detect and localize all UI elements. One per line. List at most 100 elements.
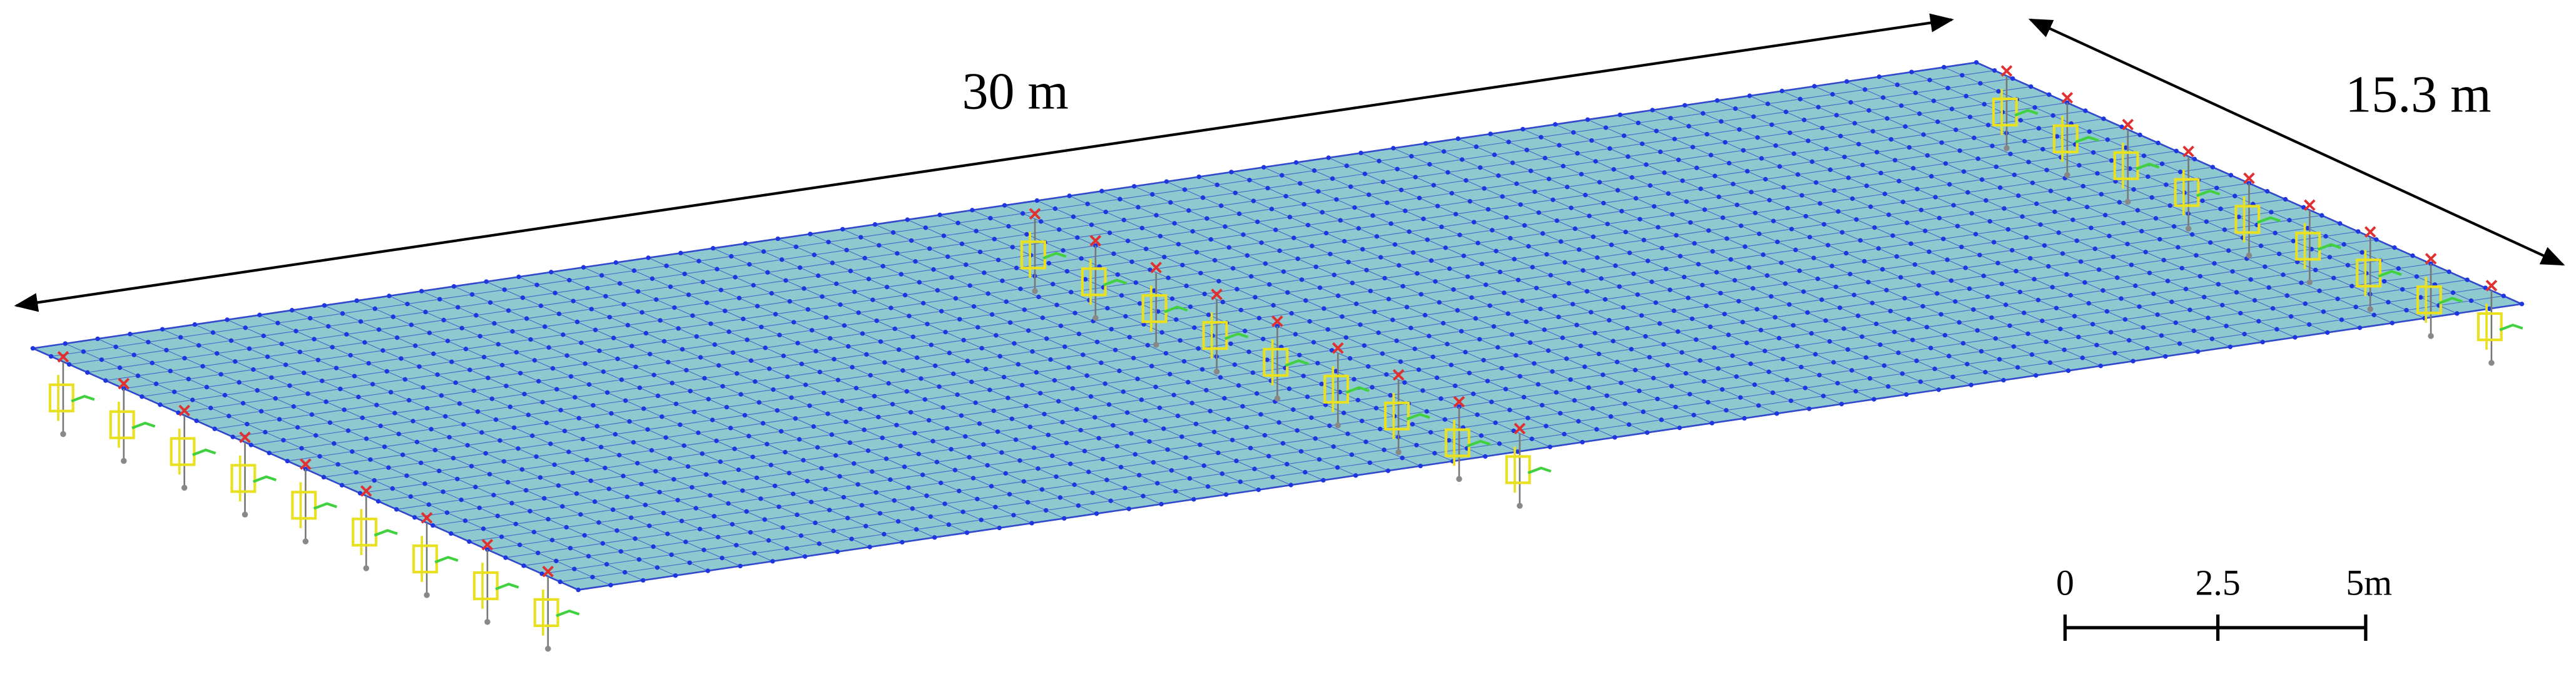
mesh-node: [2151, 291, 2156, 297]
mesh-node: [1311, 340, 1316, 345]
mesh-node: [1530, 265, 1535, 270]
mesh-node: [1009, 416, 1014, 421]
mesh-node: [1029, 521, 1034, 526]
support-fixity: [1271, 315, 1283, 327]
mesh-node: [574, 319, 580, 325]
mesh-node: [669, 552, 674, 558]
mesh-node: [1112, 347, 1118, 352]
mesh-node: [516, 446, 521, 451]
mesh-node: [1021, 479, 1026, 484]
mesh-node: [1761, 252, 1766, 257]
mesh-node: [313, 433, 318, 438]
mesh-node: [1650, 108, 1655, 113]
mesh-node: [1655, 396, 1660, 402]
mesh-node: [1957, 320, 1962, 325]
mesh-node: [1532, 361, 1537, 366]
mesh-node: [883, 456, 889, 461]
mesh-node: [1261, 336, 1266, 342]
mesh-node: [949, 447, 954, 452]
mesh-node: [1625, 325, 1630, 331]
mesh-node: [1667, 287, 1672, 292]
mesh-node: [1839, 401, 1844, 407]
mesh-node: [2038, 222, 2043, 227]
mesh-node: [648, 352, 653, 357]
mesh-node: [85, 370, 90, 375]
mesh-node: [561, 332, 566, 337]
mesh-node: [1521, 394, 1527, 400]
mesh-node: [2054, 305, 2059, 310]
mesh-node: [736, 295, 742, 300]
mesh-node: [1744, 168, 1750, 174]
mesh-node: [747, 262, 752, 267]
mesh-node: [664, 263, 669, 268]
mesh-node: [908, 410, 914, 415]
mesh-node: [550, 365, 556, 371]
mesh-node: [868, 373, 873, 378]
mesh-node: [1293, 332, 1298, 337]
mesh-node: [1051, 282, 1056, 287]
mesh-node: [1428, 258, 1434, 263]
mesh-node: [2092, 246, 2098, 252]
mesh-node: [2103, 213, 2108, 218]
mesh-node: [624, 494, 630, 499]
mesh-node: [708, 493, 713, 498]
mesh-node: [1948, 278, 1954, 283]
mesh-node: [961, 337, 966, 343]
support-fixity: [542, 566, 554, 578]
mesh-node: [281, 437, 286, 443]
mesh-node: [330, 345, 335, 350]
mesh-node: [1589, 138, 1594, 143]
mesh-node: [1066, 365, 1071, 370]
mesh-node: [1362, 171, 1368, 176]
mesh-node: [2089, 225, 2094, 230]
mesh-node: [813, 349, 818, 354]
mesh-node: [1061, 248, 1066, 253]
mesh-node: [681, 443, 686, 448]
mesh-node: [1540, 231, 1545, 236]
mesh-node: [863, 524, 868, 529]
mesh-node: [2013, 268, 2019, 273]
mesh-node: [1252, 466, 1257, 472]
mesh-node: [870, 297, 875, 302]
mesh-node: [1880, 95, 1886, 100]
scale-bar: 0 2.5 5m: [2056, 563, 2392, 641]
mesh-node: [1686, 295, 1691, 300]
mesh-node: [2015, 365, 2020, 370]
mesh-node: [2122, 317, 2128, 322]
mesh-node: [1639, 141, 1645, 146]
mesh-node: [2032, 277, 2037, 282]
mesh-node: [2117, 200, 2122, 205]
mesh-node: [1223, 224, 1228, 229]
mesh-node: [1497, 441, 1502, 446]
mesh-node: [1489, 399, 1494, 404]
mesh-node: [1743, 244, 1748, 249]
mesh-node: [1408, 325, 1413, 330]
mesh-node: [194, 418, 199, 424]
mesh-node: [273, 396, 278, 401]
mesh-node: [1295, 256, 1300, 262]
mesh-node: [2028, 256, 2033, 261]
mesh-node: [1238, 479, 1243, 484]
mesh-node: [1942, 64, 1947, 70]
mesh-node: [1560, 163, 1566, 169]
mesh-node: [1020, 211, 1026, 216]
mesh-node: [835, 549, 840, 554]
mesh-node: [1072, 310, 1077, 315]
mesh-node: [805, 307, 810, 312]
mesh-node: [1386, 297, 1392, 302]
support-base: [1032, 288, 1038, 294]
mesh-node: [1038, 390, 1043, 396]
mesh-node: [2418, 295, 2423, 300]
mesh-node: [1377, 158, 1382, 163]
mesh-node: [669, 380, 675, 385]
mesh-node: [1190, 229, 1195, 234]
mesh-node: [744, 509, 749, 514]
mesh-node: [1908, 241, 1913, 247]
mesh-node: [2293, 335, 2298, 340]
mesh-node: [1445, 342, 1450, 347]
mesh-node: [663, 435, 668, 440]
mesh-node: [2040, 319, 2045, 324]
mesh-node: [1017, 458, 1022, 463]
mesh-node: [2177, 341, 2182, 346]
mesh-node: [584, 457, 589, 462]
